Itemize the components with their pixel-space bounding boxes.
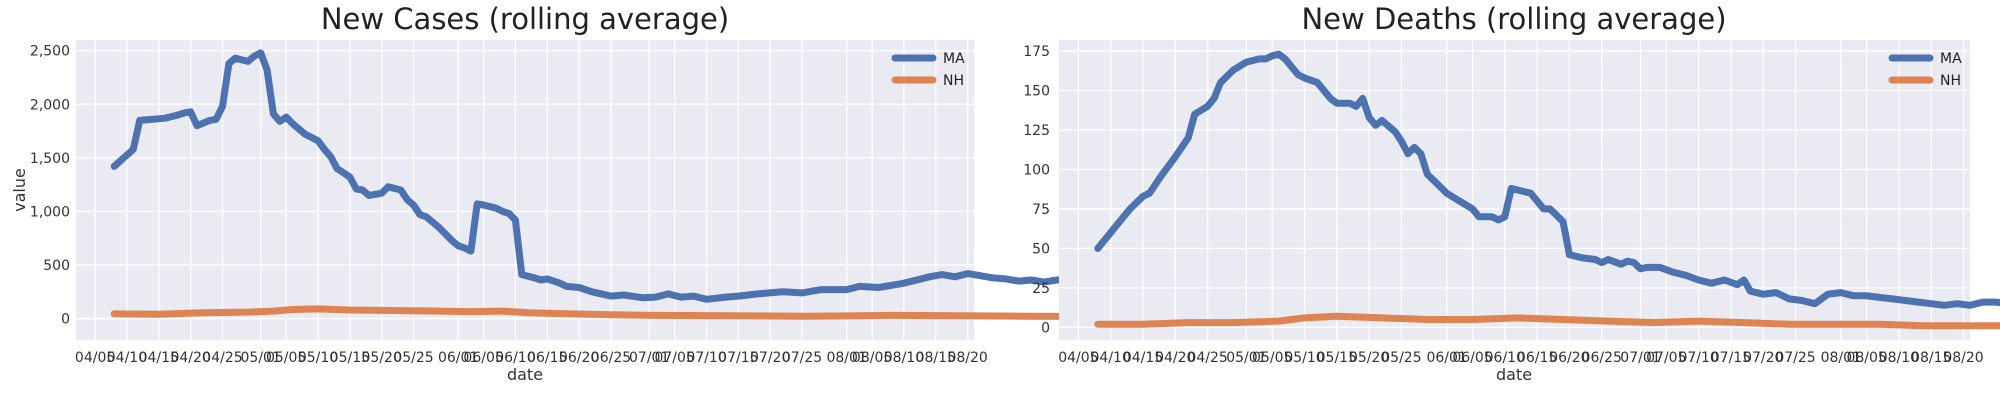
x-tick-label: 06/05 (463, 350, 503, 366)
x-tick-label: 06/01 (438, 350, 478, 366)
y-tick-labels: 0 25 50 75 100 125 150 175 (1023, 44, 1050, 336)
x-tick-label: 07/25 (782, 350, 822, 366)
x-tick-label: 06/15 (1517, 350, 1557, 366)
x-tick-label: 08/20 (947, 350, 987, 366)
x-tick-label: 08/15 (916, 350, 956, 366)
x-tick-label: 07/10 (1678, 350, 1718, 366)
series-lines (1094, 50, 2000, 330)
x-tick-label: 04/05 (1058, 350, 1098, 366)
series-line-ma (110, 49, 1073, 303)
y-tick-label: 2,000 (30, 97, 70, 113)
y-tick-label: 1,000 (30, 204, 70, 220)
x-tick-label: 08/05 (1846, 350, 1886, 366)
y-tick-label: 2,500 (30, 44, 70, 60)
x-tick-label: 04/25 (1187, 350, 1227, 366)
x-tick-label: 04/15 (1123, 350, 1163, 366)
x-tick-label: 06/10 (1485, 350, 1525, 366)
x-tick-label: 05/01 (1226, 350, 1266, 366)
x-tick-label: 06/20 (559, 350, 599, 366)
x-tick-label: 07/05 (1646, 350, 1686, 366)
plot-area (76, 40, 974, 340)
x-tick-label: 07/05 (654, 350, 694, 366)
y-tick-label: 175 (1023, 44, 1050, 60)
y-tick-label: 100 (1023, 162, 1050, 178)
legend: MA NH (891, 51, 965, 89)
x-tick-label: 06/10 (495, 350, 535, 366)
x-tick-label: 05/25 (1381, 350, 1421, 366)
x-tick-label: 08/10 (1879, 350, 1919, 366)
series-line-ma (1094, 50, 2000, 309)
x-tick-labels: 04/0504/1004/1504/2004/2505/0105/0505/10… (75, 350, 988, 366)
legend: MA NH (1888, 51, 1962, 89)
x-tick-label: 06/05 (1452, 350, 1492, 366)
y-tick-label: 1,500 (30, 151, 70, 167)
x-tick-label: 06/01 (1426, 350, 1466, 366)
series-line-nh (110, 305, 1073, 320)
x-tick-label: 04/15 (139, 350, 179, 366)
x-tick-label: 08/10 (884, 350, 924, 366)
x-tick-label: 07/20 (750, 350, 790, 366)
x-tick-label: 05/15 (330, 350, 370, 366)
x-tick-label: 07/20 (1743, 350, 1783, 366)
chart-title: New Deaths (rolling average) (1301, 2, 1726, 36)
x-tick-label: 05/05 (1252, 350, 1292, 366)
x-tick-label: 04/10 (1091, 350, 1131, 366)
y-tick-label: 150 (1023, 84, 1050, 100)
x-tick-label: 04/05 (75, 350, 115, 366)
x-tick-label: 07/15 (1711, 350, 1751, 366)
x-tick-label: 05/15 (1317, 350, 1357, 366)
x-tick-label: 08/01 (1821, 350, 1861, 366)
x-tick-label: 04/25 (202, 350, 242, 366)
x-axis-label: date (1496, 365, 1532, 384)
x-tick-label: 07/01 (629, 350, 669, 366)
x-tick-label: 06/25 (1582, 350, 1622, 366)
series-line-nh (1094, 312, 2000, 330)
y-tick-label: 50 (1032, 241, 1050, 257)
y-tick-label: 125 (1023, 123, 1050, 139)
x-tick-label: 05/20 (1349, 350, 1389, 366)
x-tick-label: 05/01 (241, 350, 281, 366)
y-tick-labels: 0 500 1,000 1,500 2,000 2,500 (30, 44, 70, 328)
x-tick-label: 08/20 (1943, 350, 1983, 366)
chart-title: New Cases (rolling average) (321, 2, 729, 36)
x-tick-label: 06/25 (591, 350, 631, 366)
x-tick-label: 04/20 (1155, 350, 1195, 366)
legend-label-nh: NH (1940, 73, 1961, 89)
x-tick-label: 05/10 (1284, 350, 1324, 366)
y-tick-label: 500 (43, 258, 70, 274)
x-tick-label: 07/10 (686, 350, 726, 366)
series-lines (110, 49, 1073, 320)
y-tick-label: 0 (61, 312, 70, 328)
x-axis-label: date (507, 365, 543, 384)
grid-lines (76, 40, 974, 340)
legend-label-ma: MA (1940, 51, 1962, 67)
x-tick-label: 05/25 (393, 350, 433, 366)
x-tick-label: 08/15 (1911, 350, 1951, 366)
y-tick-label: 25 (1032, 281, 1050, 297)
x-tick-label: 05/10 (298, 350, 338, 366)
x-tick-label: 07/01 (1620, 350, 1660, 366)
y-tick-label: 0 (1041, 320, 1050, 336)
x-tick-label: 04/10 (107, 350, 147, 366)
legend-label-ma: MA (943, 51, 965, 67)
x-tick-label: 04/20 (170, 350, 210, 366)
y-axis-label: value (10, 168, 29, 212)
x-tick-label: 08/01 (826, 350, 866, 366)
x-tick-label: 07/15 (718, 350, 758, 366)
x-tick-label: 08/05 (852, 350, 892, 366)
x-tick-label: 05/20 (362, 350, 402, 366)
x-tick-label: 05/05 (266, 350, 306, 366)
x-tick-label: 06/15 (527, 350, 567, 366)
new-deaths-chart: 0 25 50 75 100 125 150 175 04/0504/1004/1504/20… (1023, 2, 2000, 384)
x-tick-label: 07/25 (1775, 350, 1815, 366)
y-tick-label: 75 (1032, 202, 1050, 218)
x-tick-labels: 04/0504/1004/1504/2004/2505/0105/0505/10… (1058, 350, 1984, 366)
legend-label-nh: NH (943, 73, 964, 89)
x-tick-label: 06/20 (1549, 350, 1589, 366)
